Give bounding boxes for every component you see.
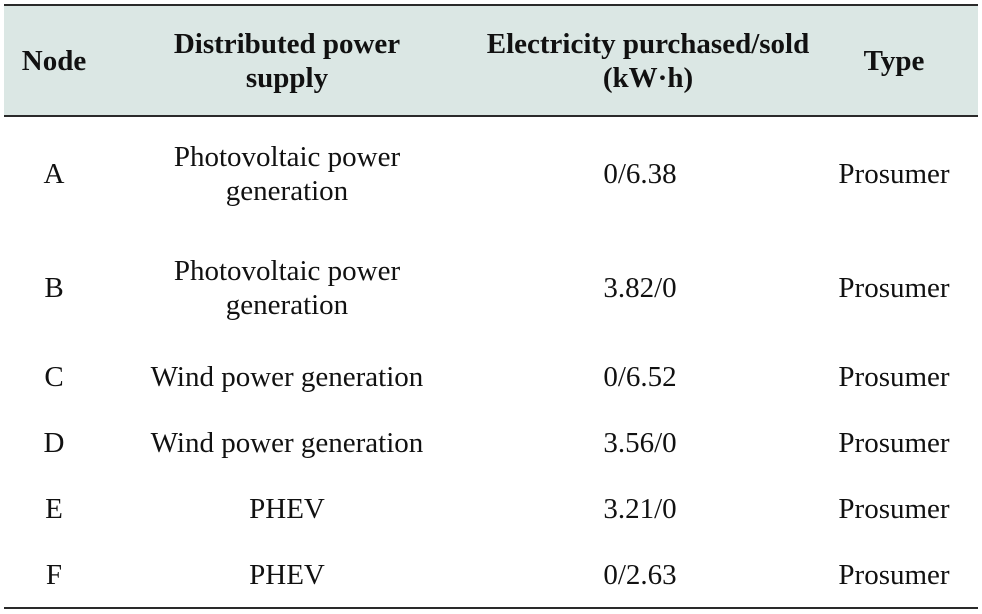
cell-type: Prosumer [838, 361, 950, 393]
cell-supply: PHEV [249, 493, 325, 525]
table-row: C Wind power generation 0/6.52 Prosumer [4, 344, 978, 410]
table-row: B Photovoltaic power generation 3.82/0 P… [4, 231, 978, 344]
table-row: E PHEV 3.21/0 Prosumer [4, 476, 978, 542]
cell-electricity: 0/2.63 [470, 542, 810, 609]
cell-type: Prosumer [810, 542, 978, 609]
cell-supply: Photovoltaic power generation [104, 231, 470, 344]
header-type: Type [810, 4, 978, 117]
cell-node: F [4, 542, 104, 609]
cell-electricity: 0/6.52 [603, 361, 677, 393]
cell-type: Prosumer [838, 427, 950, 459]
cell-type: Prosumer [838, 158, 950, 190]
table-row: D Wind power generation 3.56/0 Prosumer [4, 410, 978, 476]
table-header: Node Distributed power supply Electricit… [4, 4, 978, 117]
cell-supply: Wind power generation [150, 361, 424, 393]
node-electricity-table: Node Distributed power supply Electricit… [4, 4, 978, 609]
table-body: A Photovoltaic power generation 0/6.38 P… [4, 116, 978, 609]
cell-electricity: 3.21/0 [603, 493, 677, 525]
header-electricity-text: Electricity purchased/sold (kW·h) [486, 27, 810, 94]
cell-type: Prosumer [838, 493, 950, 525]
cell-type: Prosumer [838, 271, 950, 304]
header-supply-text: Distributed power supply [173, 27, 401, 94]
cell-node: B [44, 271, 64, 304]
cell-supply: Photovoltaic power generation [104, 116, 470, 231]
cell-node: D [43, 427, 65, 459]
cell-supply: PHEV [104, 542, 470, 609]
cell-node: A [43, 158, 65, 190]
header-node: Node [4, 4, 104, 117]
header-electricity-purchased-sold: Electricity purchased/sold (kW·h) [470, 4, 810, 117]
cell-supply: Wind power generation [150, 427, 424, 459]
cell-supply-text: Photovoltaic power generation [173, 254, 401, 321]
table-row: F PHEV 0/2.63 Prosumer [4, 542, 978, 609]
cell-electricity: 3.56/0 [603, 427, 677, 459]
table-row: A Photovoltaic power generation 0/6.38 P… [4, 116, 978, 231]
cell-supply-text: Photovoltaic power generation [173, 141, 401, 207]
header-row: Node Distributed power supply Electricit… [4, 4, 978, 117]
data-table-container: Node Distributed power supply Electricit… [4, 4, 978, 609]
cell-electricity: 0/6.38 [603, 158, 677, 190]
cell-electricity: 3.82/0 [603, 271, 677, 304]
cell-node: C [44, 361, 64, 393]
cell-node: E [45, 493, 63, 525]
header-distributed-power-supply: Distributed power supply [104, 4, 470, 117]
